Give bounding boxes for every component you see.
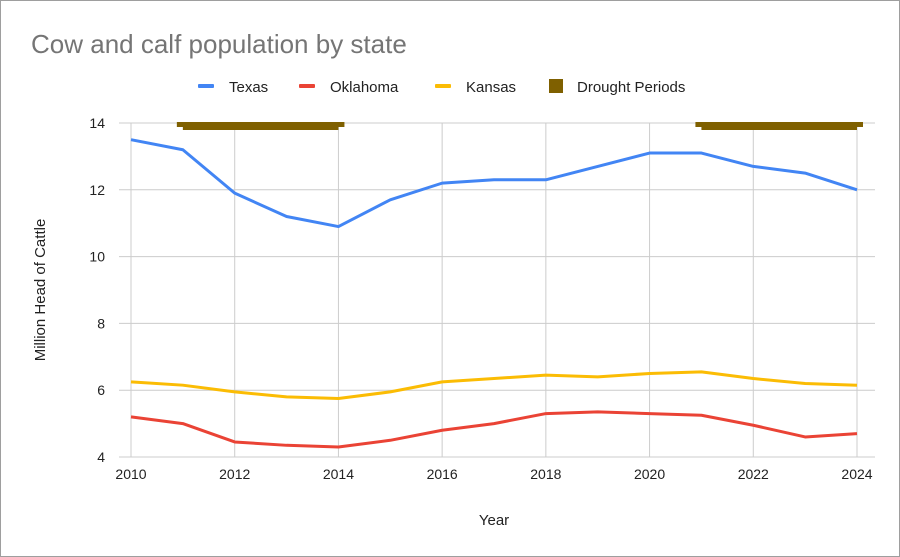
legend-label: Kansas — [466, 79, 516, 96]
y-tick-label: 4 — [97, 449, 105, 465]
series-line-kansas — [130, 370, 858, 401]
legend-label: Oklahoma — [330, 79, 399, 96]
legend-swatch-kansas — [435, 84, 451, 88]
y-tick-label: 14 — [89, 115, 105, 131]
legend-swatch-oklahoma — [299, 84, 315, 88]
y-axis-label: Million Head of Cattle — [32, 219, 49, 362]
x-tick-label: 2018 — [530, 466, 561, 482]
legend-label: Texas — [229, 79, 268, 96]
series-line-oklahoma — [130, 410, 858, 449]
legend-label: Drought Periods — [577, 79, 685, 96]
x-tick-label: 2014 — [323, 466, 354, 482]
legend-swatch-drought — [549, 79, 563, 93]
series-line-texas — [130, 138, 858, 229]
x-tick-label: 2022 — [738, 466, 769, 482]
x-tick-label: 2024 — [841, 466, 872, 482]
x-tick-label: 2012 — [219, 466, 250, 482]
y-tick-label: 12 — [89, 182, 105, 198]
drought-period-bar-body — [182, 123, 339, 130]
y-tick-label: 8 — [97, 315, 105, 331]
x-tick-label: 2016 — [427, 466, 458, 482]
chart-title: Cow and calf population by state — [31, 29, 407, 59]
x-tick-label: 2010 — [115, 466, 146, 482]
x-axis-label: Year — [479, 512, 509, 529]
y-tick-label: 10 — [89, 249, 105, 265]
y-tick-label: 6 — [97, 382, 105, 398]
drought-period-bar-body — [701, 123, 857, 130]
legend-swatch-texas — [198, 84, 214, 88]
x-tick-label: 2020 — [634, 466, 665, 482]
